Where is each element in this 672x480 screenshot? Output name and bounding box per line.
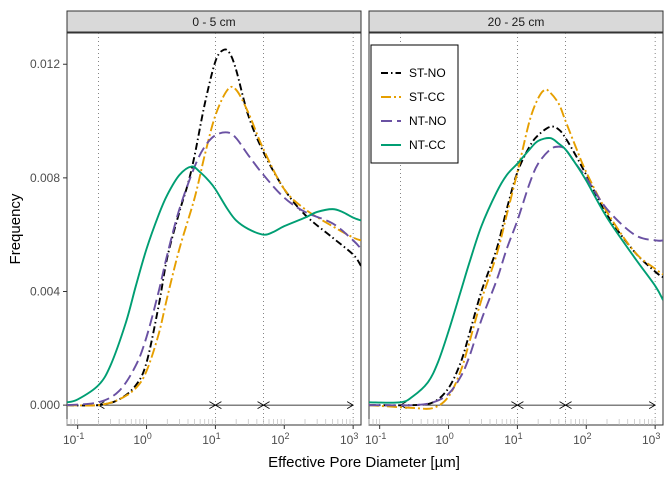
series-line-20-25-cm-nt-no <box>369 145 663 407</box>
legend: ST-NO ST-CC NT-NO NT-CC <box>370 44 459 164</box>
x-tick-label-0-0: 10-1 <box>63 431 84 447</box>
x-tick-label-0-1: 100 <box>133 431 151 447</box>
y-tick-label-3: 0.012 <box>30 57 60 71</box>
x-tick-label-1-4: 103 <box>642 431 660 447</box>
legend-label-st-cc: ST-CC <box>409 90 445 104</box>
x-tick-label-1-2: 101 <box>504 431 522 447</box>
x-tick-label-0-2: 101 <box>202 431 220 447</box>
series-line-0-5-cm-st-no <box>67 48 361 407</box>
legend-label-st-no: ST-NO <box>409 66 446 80</box>
legend-box <box>370 44 459 164</box>
strip-title-0-5cm: 0 - 5 cm <box>192 15 235 29</box>
strip-title-20-25cm: 20 - 25 cm <box>488 15 545 29</box>
pore-class-arrow-20-25-cm-2 <box>564 401 656 409</box>
x-tick-label-1-1: 100 <box>435 431 453 447</box>
y-tick-label-0: 0.000 <box>30 398 60 412</box>
series-line-0-5-cm-st-cc <box>67 85 361 407</box>
panel-0-5cm: 0 - 5 cm <box>66 10 362 426</box>
y-axis-title: Frequency <box>7 193 24 264</box>
series-line-0-5-cm-nt-no <box>67 131 361 407</box>
panel-border-0-5cm <box>66 32 362 426</box>
series-line-0-5-cm-nt-cc <box>67 165 361 404</box>
pore-class-arrow-0-5-cm-2 <box>262 401 354 409</box>
y-tick-label-2: 0.008 <box>30 171 60 185</box>
series-line-20-25-cm-nt-cc <box>369 137 663 404</box>
x-tick-label-0-3: 102 <box>271 431 289 447</box>
y-tick-label-1: 0.004 <box>30 284 60 298</box>
legend-label-nt-no: NT-NO <box>409 114 446 128</box>
strip-0-5cm <box>66 10 362 33</box>
legend-label-nt-cc: NT-CC <box>409 138 446 152</box>
strip-20-25cm <box>368 10 664 33</box>
x-tick-label-1-3: 102 <box>573 431 591 447</box>
x-axis-title: Effective Pore Diameter [µm] <box>268 454 460 471</box>
x-tick-label-0-4: 103 <box>340 431 358 447</box>
series-line-20-25-cm-st-no <box>369 125 663 407</box>
x-tick-label-1-0: 10-1 <box>365 431 386 447</box>
